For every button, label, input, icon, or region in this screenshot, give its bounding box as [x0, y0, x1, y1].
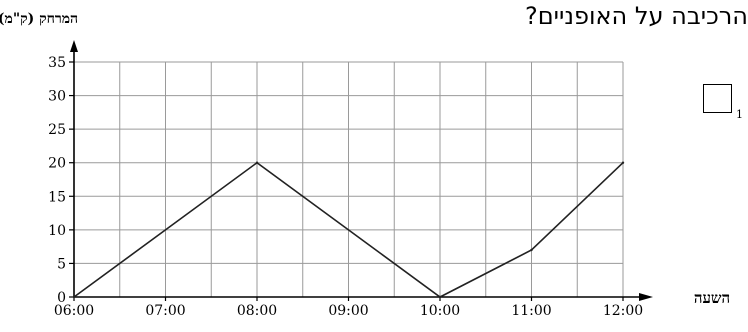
- series-lines: [72, 161, 625, 299]
- x-tick-label: 08:00: [237, 303, 277, 319]
- y-tick-label: 20: [48, 156, 66, 172]
- answer-index: 1: [736, 108, 743, 121]
- y-axis-arrow: [70, 40, 78, 52]
- y-axis-label: המרחק (ק"מ): [0, 11, 78, 27]
- tick-labels: 0 5 10 15 20 25 30 35 06:00 07:00 08:00 09:00 10:00 1…: [48, 55, 643, 319]
- x-tick-label: 10:00: [420, 303, 460, 319]
- axes: [69, 40, 653, 301]
- x-tick-label: 11:00: [511, 303, 551, 319]
- grid-lines: [73, 61, 624, 298]
- x-tick-label: 12:00: [603, 303, 643, 319]
- answer-checkbox[interactable]: [703, 84, 732, 113]
- question-text: הרכיבה על האופניים?: [524, 2, 748, 30]
- x-axis-label: השעה: [694, 289, 730, 307]
- axis-labels: המרחק (ק"מ) השעה: [0, 11, 730, 307]
- data-point: [530, 248, 533, 252]
- x-axis-arrow: [639, 293, 653, 301]
- y-tick-label: 10: [48, 223, 66, 239]
- x-tick-label: 07:00: [145, 303, 185, 319]
- data-point: [72, 295, 76, 299]
- y-tick-label: 0: [57, 290, 66, 306]
- y-tick-label: 25: [48, 122, 66, 138]
- x-tick-label: 06:00: [54, 303, 94, 319]
- data-point: [255, 161, 259, 164]
- y-tick-label: 35: [48, 55, 66, 71]
- y-tick-label: 15: [48, 189, 66, 205]
- data-point: [621, 161, 625, 164]
- y-tick-label: 30: [48, 89, 66, 105]
- y-tick-label: 5: [57, 256, 66, 272]
- data-point: [438, 295, 442, 299]
- x-tick-label: 09:00: [328, 303, 368, 319]
